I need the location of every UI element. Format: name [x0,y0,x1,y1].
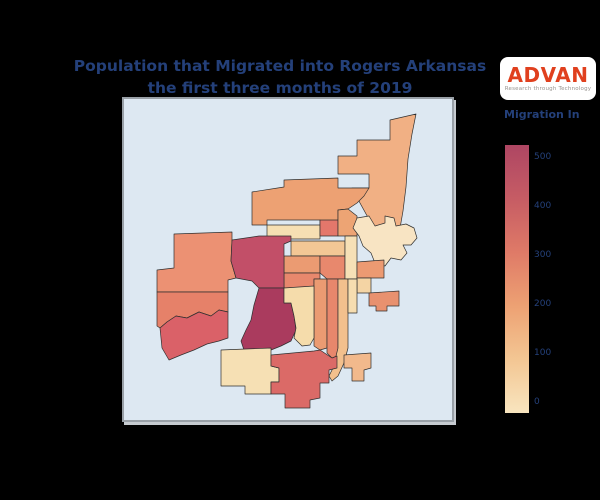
advan-logo-tagline: Research through Technology [504,86,592,92]
colorbar-tick-500: 500 [534,152,552,162]
map-region-tail-salmon [326,278,339,359]
map-region-south-cream [220,347,280,395]
map-region-row-a-cream [266,224,321,240]
colorbar-label: Migration In [504,108,580,121]
map-region-center-cream [283,285,315,347]
map-region-tail-peach [328,278,349,382]
choropleth-map [124,99,452,420]
advan-logo-text: ADVAN [507,63,589,87]
map-region-row-a-orange [337,208,358,237]
colorbar-tick-300: 300 [534,250,552,260]
map-region-east-cream-small [356,277,372,294]
map-region-row-c-salmon [319,255,346,280]
colorbar-tick-100: 100 [534,348,552,358]
map-region-central-rose [230,235,292,289]
map-region-east-peach-bottom [343,352,372,382]
map-region-row-a-red [319,219,339,237]
map-region-row-b-peach [290,240,346,257]
map-panel [122,97,454,422]
map-region-west-upper-salmon [156,231,237,293]
colorbar-tick-0: 0 [534,397,540,407]
map-region-ne-corridor [337,113,417,257]
map-region-east-orange [356,259,385,279]
chart-title-line2: the first three months of 2019 [147,79,413,97]
map-region-southwest-red [159,309,229,361]
colorbar-tick-400: 400 [534,201,552,211]
map-region-east-cream-col [344,235,358,280]
chart-title: Population that Migrated into Rogers Ark… [55,55,505,99]
advan-logo: ADVAN Research through Technology [500,57,596,100]
map-region-row-c-orange [283,255,321,274]
map-region-east-col-cream [347,278,358,314]
map-region-ne-lake-blob [352,215,418,267]
colorbar-tick-200: 200 [534,299,552,309]
map-region-tail-orange [313,278,328,351]
map-region-south-red [270,349,338,409]
colorbar-gradient [505,145,529,413]
chart-title-line1: Population that Migrated into Rogers Ark… [73,57,487,75]
map-region-east-salmon [368,290,400,312]
